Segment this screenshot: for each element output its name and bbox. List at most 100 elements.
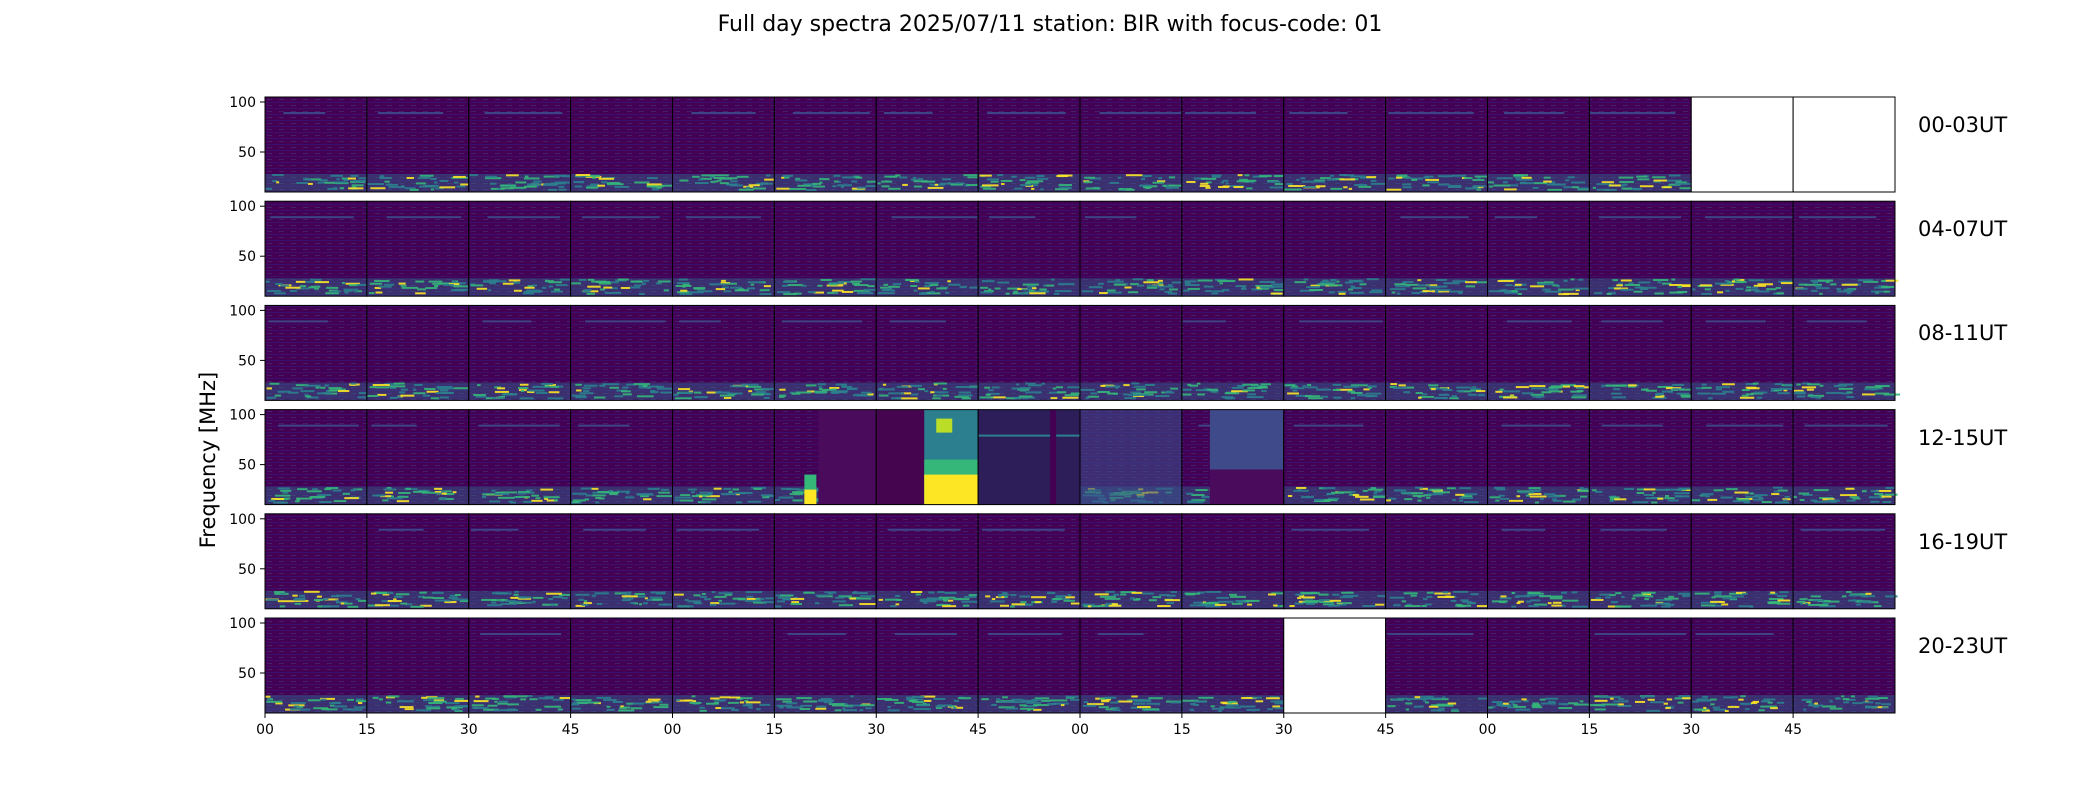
- spectrogram-panel: [1588, 304, 1697, 401]
- panel-frame: [1792, 200, 1896, 297]
- row-20-23UT: [264, 617, 1896, 714]
- y-tick-label: 100: [229, 199, 256, 215]
- spectrogram-panel: [468, 304, 572, 401]
- spectrogram-panel: [1283, 200, 1387, 297]
- spectrogram-panel: [570, 96, 673, 193]
- spectrogram-panel: [1792, 513, 1898, 610]
- spectrogram-panel: [773, 200, 878, 297]
- spectrogram-panel: [1385, 513, 1490, 610]
- spectrogram-panel: [1690, 617, 1794, 714]
- spectrogram-panel: [875, 409, 979, 506]
- spectrogram-panel: [1792, 617, 1896, 714]
- spectrogram-panel: [672, 96, 778, 193]
- spectrogram-panel: [1487, 617, 1590, 714]
- y-tick-label: 50: [238, 145, 256, 161]
- x-tick-label: 30: [460, 722, 478, 738]
- y-tick-label: 100: [229, 616, 256, 632]
- row-04-07UT: [264, 200, 1899, 297]
- spectrogram-panel: [468, 409, 572, 506]
- spectrogram-panel: [1385, 617, 1489, 714]
- spectrogram-panel: [1079, 513, 1183, 610]
- x-tick-label: 15: [1173, 722, 1191, 738]
- spectrogram-panel: [264, 200, 368, 297]
- spectrogram-panel: [366, 617, 471, 714]
- spectrogram-panel: [1079, 304, 1183, 401]
- row-label: 08-11UT: [1918, 321, 2008, 346]
- spectrogram-panel: [672, 513, 778, 610]
- x-tick-label: 30: [867, 722, 885, 738]
- spectrogram-panel: [977, 513, 1087, 610]
- empty-panel: [1283, 617, 1387, 714]
- spectrogram-panel: [773, 617, 877, 714]
- spectrogram-panel: [672, 617, 775, 714]
- spectrogram-panel: [1487, 409, 1591, 506]
- spectrogram-panel: [1690, 96, 1794, 193]
- spectrogram-panel: [366, 409, 470, 506]
- spectrogram-panel: [1487, 513, 1590, 610]
- spectrogram-panel: [1385, 409, 1488, 506]
- panel-frame: [1792, 617, 1896, 714]
- spectrogram-panel: [264, 617, 372, 714]
- row-00-03UT: [264, 96, 1896, 193]
- spectrogram-panel: [1385, 96, 1488, 193]
- spectrogram-panel: [1690, 304, 1795, 401]
- spectrogram-panel: [1792, 200, 1899, 297]
- spectrogram-panel: [1588, 200, 1696, 297]
- spectrogram-panel: [977, 409, 1081, 506]
- y-tick-label: 50: [238, 562, 256, 578]
- spectrogram-panel: [1283, 617, 1387, 714]
- spectrogram-panel: [1079, 409, 1183, 506]
- y-tick-label: 100: [229, 512, 256, 528]
- x-tick-label: 00: [256, 722, 274, 738]
- panel-frame: [1792, 409, 1896, 506]
- spectrogram-panel: [773, 304, 877, 401]
- spectrogram-panel: [1181, 617, 1291, 714]
- y-tick-label: 100: [229, 408, 256, 424]
- spectrogram-panel: [1588, 617, 1696, 714]
- spectrogram-panel: [977, 304, 1087, 401]
- x-tick-label: 15: [765, 722, 783, 738]
- spectrogram-panel: [1283, 409, 1391, 506]
- spectrogram-panel: [1079, 617, 1187, 714]
- spectrogram-panel: [773, 409, 882, 506]
- spectrogram-panel: [1079, 200, 1186, 297]
- spectrogram-panel: [1792, 409, 1898, 506]
- spectrogram-panel: [1792, 304, 1901, 401]
- spectrogram-panel: [570, 304, 677, 401]
- chart-title: Full day spectra 2025/07/11 station: BIR…: [717, 12, 1383, 37]
- spectrogram-panel: [875, 513, 984, 610]
- y-tick-label: 50: [238, 353, 256, 369]
- spectrogram-panel: [468, 200, 576, 297]
- row-label: 16-19UT: [1918, 529, 2008, 554]
- x-tick-label: 30: [1275, 722, 1293, 738]
- spectrogram-panel: [264, 96, 371, 193]
- spectrogram-panel: [977, 200, 1081, 297]
- empty-panel: [1690, 96, 1794, 193]
- spectrogram-panel: [1283, 96, 1387, 193]
- spectrogram-panel: [1690, 513, 1794, 610]
- spectrogram-panel: [1588, 409, 1694, 506]
- row-label: 00-03UT: [1918, 113, 2008, 137]
- spectrogram-panel: [1792, 96, 1896, 193]
- spectrogram-panel: [1487, 304, 1591, 401]
- spectrogram-panel: [1487, 96, 1594, 193]
- spectrogram-panel: [1385, 200, 1491, 297]
- spectrogram-panel: [875, 617, 979, 714]
- spectrogram-panel: [1283, 304, 1387, 401]
- spectrogram-panel: [570, 409, 673, 506]
- spectrogram-panel: [264, 304, 375, 401]
- spectrogram-panel: [366, 96, 476, 193]
- empty-panel: [1792, 96, 1896, 193]
- spectrogram-panel: [1690, 200, 1796, 297]
- x-tick-label: 30: [1682, 722, 1700, 738]
- spectrogram-panel: [1181, 96, 1289, 193]
- spectrogram-panel: [875, 200, 981, 297]
- x-tick-label: 15: [358, 722, 376, 738]
- spectrogram-panel: [1588, 513, 1692, 610]
- row-label: 20-23UT: [1918, 634, 2008, 658]
- spectrogram-panel: [570, 617, 673, 714]
- spectrogram-panel: [468, 617, 577, 714]
- spectrogram-panel: [1487, 200, 1590, 297]
- spectrogram-panel: [1385, 304, 1488, 401]
